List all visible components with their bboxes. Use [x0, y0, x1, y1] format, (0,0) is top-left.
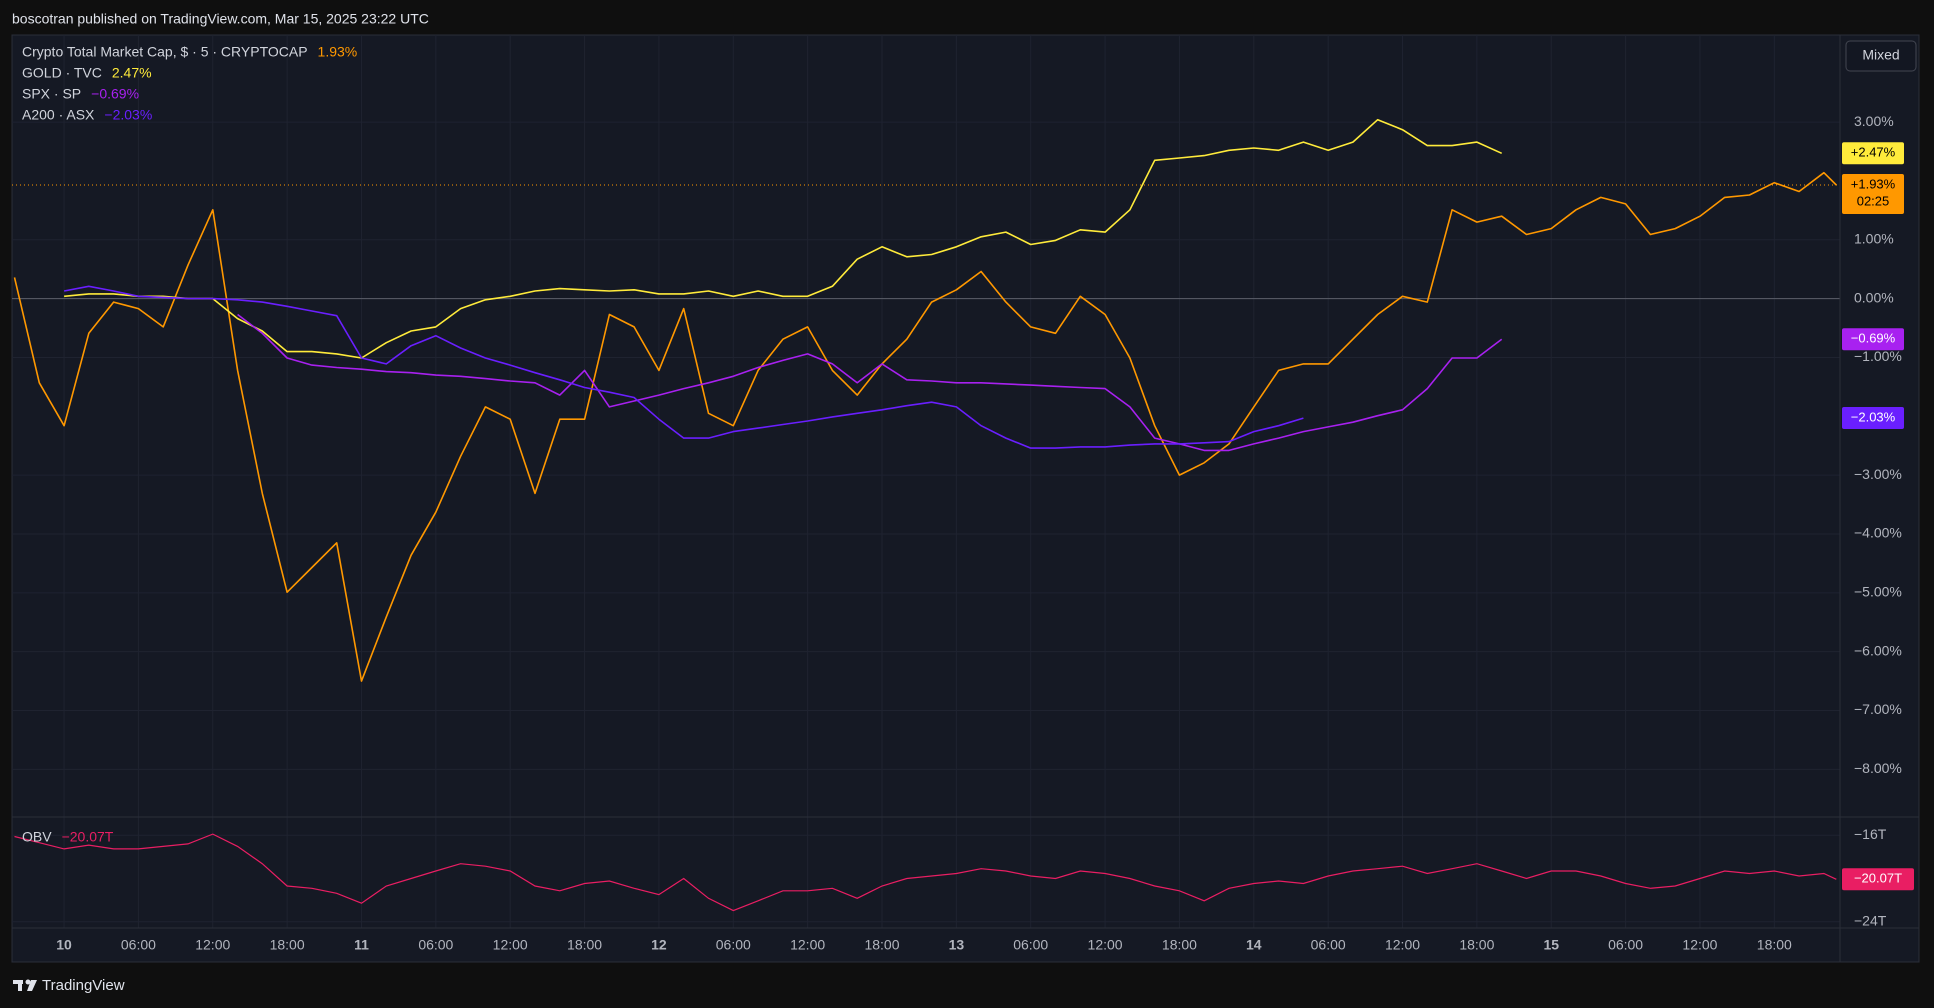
series-line — [237, 313, 1503, 452]
x-tick-label: 15 — [1543, 937, 1559, 953]
y-tick-label: 1.00% — [1854, 230, 1894, 246]
x-tick-label: 12 — [651, 937, 667, 953]
x-tick-label: 06:00 — [716, 937, 751, 953]
y-tick-label: 0.00% — [1854, 289, 1894, 305]
y-tick-label: −8.00% — [1854, 760, 1902, 776]
mode-button-label[interactable]: Mixed — [1862, 47, 1899, 63]
x-tick-label: 06:00 — [418, 937, 453, 953]
x-tick-label: 12:00 — [1385, 937, 1420, 953]
footer-logo — [13, 979, 37, 991]
y-tick-label: −4.00% — [1854, 525, 1902, 541]
x-tick-label: 12:00 — [1088, 937, 1123, 953]
overlay: 10 06:00 12:00 18:00 11 06:00 12:00 18:00 12 06:0… — [22, 44, 1914, 953]
x-tick-label: 06:00 — [121, 937, 156, 953]
x-tick-label: 11 — [354, 937, 369, 953]
series-line — [64, 118, 1503, 359]
x-tick-label: 18:00 — [1162, 937, 1197, 953]
legend-name: Crypto Total Market Cap, $ · 5 · CRYPTOC… — [22, 44, 308, 60]
x-tick-label: 06:00 — [1608, 937, 1643, 953]
price-badge-label: −2.03% — [1851, 409, 1896, 424]
y-tick-label: −3.00% — [1854, 466, 1902, 482]
logo-part — [27, 980, 37, 991]
legend-value: 2.47% — [112, 65, 152, 81]
x-tick-label: 12:00 — [790, 937, 825, 953]
plot — [12, 118, 1840, 912]
x-tick-label: 14 — [1246, 937, 1262, 953]
chart-frame — [11, 34, 1920, 963]
legend-name: GOLD · TVC — [22, 65, 102, 81]
legend-name: SPX · SP — [22, 86, 81, 102]
series-line — [63, 285, 1304, 449]
logo-part — [18, 980, 22, 991]
indicator-badge-label: −20.07T — [1854, 871, 1902, 886]
x-tick-label: 18:00 — [1757, 937, 1792, 953]
y-tick-label: −6.00% — [1854, 642, 1902, 658]
x-tick-label: 10 — [56, 937, 72, 953]
indicator-value: −20.07T — [62, 829, 114, 845]
indicator-badge — [1842, 868, 1914, 891]
price-badge-label: +1.93% — [1851, 176, 1896, 191]
x-tick-label: 18:00 — [567, 937, 602, 953]
y-tick-label: 3.00% — [1854, 113, 1894, 129]
grid — [12, 35, 1840, 928]
y-tick-label: −16T — [1854, 826, 1887, 842]
legend-name: A200 · ASX — [22, 107, 95, 123]
mode-button-box[interactable] — [1845, 40, 1917, 72]
publish-header: boscotran published on TradingView.com, … — [12, 11, 429, 27]
x-tick-label: 18:00 — [1459, 937, 1494, 953]
price-badge — [1842, 174, 1904, 215]
price-badge — [1842, 328, 1904, 351]
x-tick-label: 06:00 — [1311, 937, 1346, 953]
logo-part — [25, 979, 31, 985]
y-tick-label: −5.00% — [1854, 584, 1902, 600]
footer-brand: TradingView — [42, 977, 125, 994]
x-tick-label: 06:00 — [1013, 937, 1048, 953]
legend-value: −0.69% — [91, 86, 139, 102]
y-tick-label: −7.00% — [1854, 701, 1902, 717]
x-tick-label: 12:00 — [493, 937, 528, 953]
series-line — [13, 171, 1837, 682]
x-tick-label: 12:00 — [1682, 937, 1717, 953]
price-badge-label: −0.69% — [1851, 331, 1896, 346]
price-badge — [1842, 407, 1904, 430]
legend-value: 1.93% — [318, 44, 358, 60]
indicator-line — [14, 833, 1837, 912]
bar-countdown: 02:25 — [1857, 193, 1890, 208]
x-tick-label: 18:00 — [864, 937, 899, 953]
x-tick-label: 12:00 — [195, 937, 230, 953]
x-tick-label: 13 — [949, 937, 965, 953]
x-tick-label: 18:00 — [270, 937, 305, 953]
indicator-name: OBV — [22, 829, 52, 845]
mode-button[interactable]: Mixed — [1845, 40, 1917, 72]
price-badge — [1842, 142, 1904, 165]
y-tick-label: −24T — [1854, 912, 1887, 928]
legend-value: −2.03% — [104, 107, 152, 123]
price-badge-label: +2.47% — [1851, 145, 1896, 160]
y-tick-label: −1.00% — [1854, 348, 1902, 364]
